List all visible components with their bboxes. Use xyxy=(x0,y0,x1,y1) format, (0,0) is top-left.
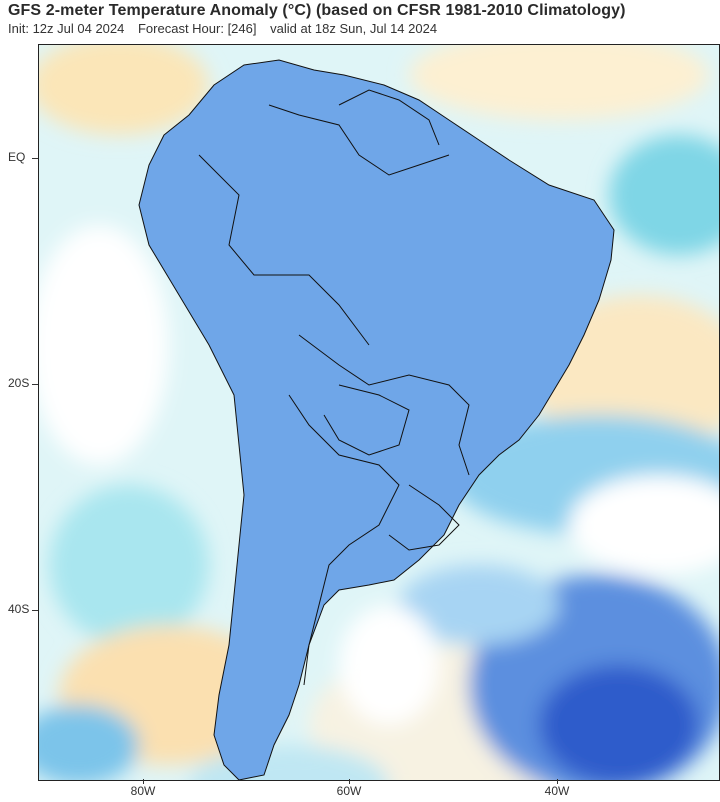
map-subtitle: Init: 12z Jul 04 2024 Forecast Hour: [24… xyxy=(8,21,626,36)
forecast-hour: Forecast Hour: [246] xyxy=(137,21,257,36)
lat-label-eq: EQ xyxy=(8,150,26,164)
map-svg xyxy=(39,45,719,780)
lon-label-60w: 60W xyxy=(336,784,362,798)
lat-label-40s: 40S xyxy=(8,602,30,616)
lat-tick-40s xyxy=(32,610,38,611)
country-borders xyxy=(138,59,615,780)
header: GFS 2-meter Temperature Anomaly (°C) (ba… xyxy=(8,2,626,36)
valid-time: valid at 18z Sun, Jul 14 2024 xyxy=(270,21,438,36)
lat-label-20s: 20S xyxy=(8,376,30,390)
ocean-anomaly-patches xyxy=(39,45,719,780)
lon-label-40w: 40W xyxy=(544,784,570,798)
anomaly-map xyxy=(38,44,720,781)
lat-tick-20s xyxy=(32,384,38,385)
map-title: GFS 2-meter Temperature Anomaly (°C) (ba… xyxy=(8,2,626,19)
lon-label-80w: 80W xyxy=(130,784,156,798)
lon-tick-80w xyxy=(143,779,144,784)
lon-tick-60w xyxy=(349,779,350,784)
init-time: Init: 12z Jul 04 2024 xyxy=(8,21,125,36)
lon-tick-40w xyxy=(557,779,558,784)
lat-tick-eq xyxy=(32,158,38,159)
